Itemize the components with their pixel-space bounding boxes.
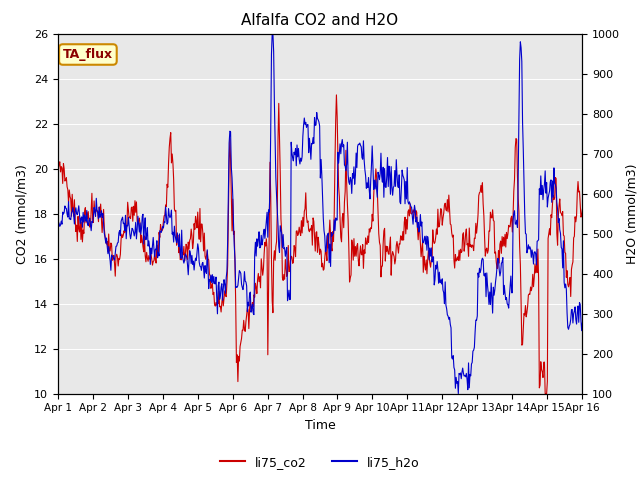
li75_h2o	[63, 211, 71, 217]
li75_co2	[170, 206, 178, 212]
li75_h2o	[579, 320, 586, 326]
li75_h2o	[54, 219, 61, 225]
li75_co2	[54, 148, 61, 154]
li75_co2	[63, 184, 71, 190]
li75_h2o	[385, 184, 392, 190]
li75_h2o	[400, 174, 408, 180]
X-axis label: Time: Time	[305, 419, 335, 432]
li75_co2	[385, 251, 392, 256]
li75_h2o	[117, 218, 125, 224]
li75_co2	[333, 92, 340, 98]
li75_h2o	[198, 261, 206, 267]
Title: Alfalfa CO2 and H2O: Alfalfa CO2 and H2O	[241, 13, 399, 28]
li75_h2o	[268, 31, 276, 36]
li75_co2	[541, 391, 549, 396]
Line: li75_h2o: li75_h2o	[58, 34, 582, 394]
li75_co2	[400, 237, 408, 243]
li75_co2	[579, 206, 586, 212]
li75_h2o	[454, 391, 462, 396]
Legend: li75_co2, li75_h2o: li75_co2, li75_h2o	[215, 451, 425, 474]
li75_co2	[198, 221, 206, 227]
li75_co2	[117, 236, 125, 242]
Line: li75_co2: li75_co2	[58, 95, 582, 394]
Y-axis label: H2O (mmol/m3): H2O (mmol/m3)	[626, 163, 639, 264]
Y-axis label: CO2 (mmol/m3): CO2 (mmol/m3)	[15, 164, 28, 264]
li75_h2o	[170, 223, 178, 229]
Text: TA_flux: TA_flux	[63, 48, 113, 61]
